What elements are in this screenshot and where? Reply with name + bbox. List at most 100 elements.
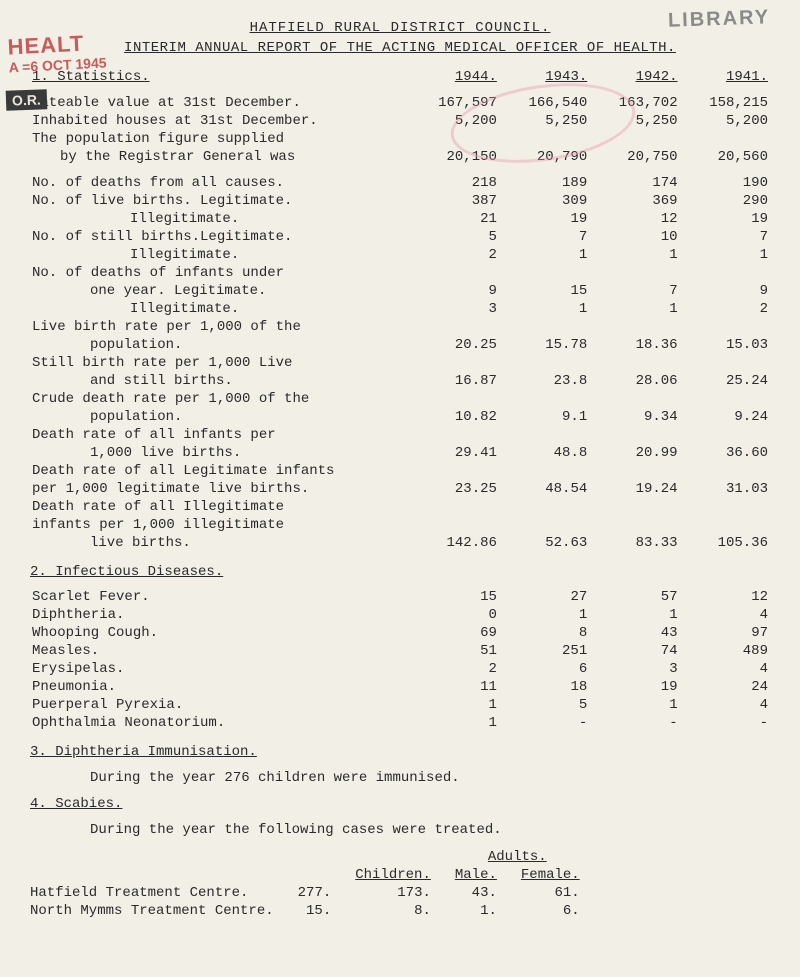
stat-label: Live birth rate per 1,000 of the <box>30 318 409 336</box>
stat-value <box>680 354 770 372</box>
stat-value: 9.1 <box>499 408 589 426</box>
stat-value: 10 <box>589 228 679 246</box>
disease-value: 24 <box>680 678 770 696</box>
stat-value: 163,702 <box>589 94 679 112</box>
stat-label: population. <box>30 408 409 426</box>
stat-label: No. of still births.Legitimate. <box>30 228 409 246</box>
year-1941: 1941. <box>726 69 768 85</box>
stat-value: 20,150 <box>409 148 499 166</box>
stat-value: 5,250 <box>499 112 589 130</box>
centre-value: 173. <box>343 884 443 902</box>
stat-value: 9.24 <box>680 408 770 426</box>
library-watermark: LIBRARY <box>667 6 770 33</box>
stat-value: 190 <box>680 174 770 192</box>
col-female: Female. <box>521 867 580 883</box>
stat-value: 10.82 <box>409 408 499 426</box>
stat-label: Illegitimate. <box>30 210 409 228</box>
stat-label: infants per 1,000 illegitimate <box>30 516 409 534</box>
disease-value: - <box>589 714 679 732</box>
stat-value <box>680 426 770 444</box>
centre-value: 15. <box>286 902 344 920</box>
disease-value: 251 <box>499 642 589 660</box>
stat-value <box>409 498 499 516</box>
stat-label: Rateable value at 31st December. <box>30 94 409 112</box>
stat-label: No. of deaths from all causes. <box>30 174 409 192</box>
stat-value <box>680 318 770 336</box>
disease-value: 4 <box>680 660 770 678</box>
stat-value: 19.24 <box>589 480 679 498</box>
stat-value <box>409 264 499 282</box>
disease-value: 27 <box>499 588 589 606</box>
stat-label: population. <box>30 336 409 354</box>
stat-value <box>499 130 589 148</box>
disease-label: Diphtheria. <box>30 606 409 624</box>
disease-value: 19 <box>589 678 679 696</box>
stat-value: 20,750 <box>589 148 679 166</box>
disease-value: 1 <box>589 606 679 624</box>
stat-value <box>589 354 679 372</box>
disease-value: 1 <box>589 696 679 714</box>
section4-heading: 4. Scabies. <box>30 796 122 812</box>
stat-value <box>680 264 770 282</box>
stat-value: 9.34 <box>589 408 679 426</box>
stat-value: 20,790 <box>499 148 589 166</box>
stat-value: 369 <box>589 192 679 210</box>
section3-text: During the year 276 children were immuni… <box>90 770 770 786</box>
stat-value <box>589 426 679 444</box>
disease-value: 8 <box>499 624 589 642</box>
disease-value: 43 <box>589 624 679 642</box>
stat-label: and still births. <box>30 372 409 390</box>
centre-value: 277. <box>286 884 344 902</box>
stat-label: Inhabited houses at 31st December. <box>30 112 409 130</box>
stat-value: 309 <box>499 192 589 210</box>
stat-value <box>680 130 770 148</box>
stat-value <box>409 390 499 408</box>
disease-value: 5 <box>499 696 589 714</box>
year-1943: 1943. <box>545 69 587 85</box>
disease-value: 18 <box>499 678 589 696</box>
stat-value <box>589 462 679 480</box>
stat-value <box>680 390 770 408</box>
disease-value: 51 <box>409 642 499 660</box>
disease-value: 15 <box>409 588 499 606</box>
infectious-table: Scarlet Fever.15275712Diphtheria.0114Who… <box>30 588 770 732</box>
stat-label: No. of deaths of infants under <box>30 264 409 282</box>
stat-value: 158,215 <box>680 94 770 112</box>
disease-value: 3 <box>589 660 679 678</box>
stat-value: 20.25 <box>409 336 499 354</box>
stat-value <box>409 426 499 444</box>
stat-value: 5,200 <box>680 112 770 130</box>
section3-heading: 3. Diphtheria Immunisation. <box>30 744 257 760</box>
section1-heading: 1. Statistics. <box>32 69 150 85</box>
stat-value: 23.8 <box>499 372 589 390</box>
stat-label: The population figure supplied <box>30 130 409 148</box>
centre-value: 61. <box>509 884 592 902</box>
year-1942: 1942. <box>636 69 678 85</box>
stat-value: 290 <box>680 192 770 210</box>
disease-value: 489 <box>680 642 770 660</box>
disease-value: 1 <box>499 606 589 624</box>
stat-label: Death rate of all Legitimate infants <box>30 462 409 480</box>
disease-value: 1 <box>409 714 499 732</box>
stat-value: 218 <box>409 174 499 192</box>
stat-value <box>589 516 679 534</box>
stat-label: 1,000 live births. <box>30 444 409 462</box>
centre-value: 43. <box>443 884 509 902</box>
stat-value: 3 <box>409 300 499 318</box>
stat-value: 19 <box>499 210 589 228</box>
stat-label: one year. Legitimate. <box>30 282 409 300</box>
disease-label: Whooping Cough. <box>30 624 409 642</box>
centre-label: North Mymms Treatment Centre. <box>30 902 286 920</box>
stat-value <box>589 498 679 516</box>
stat-value: 5,250 <box>589 112 679 130</box>
stat-value: 19 <box>680 210 770 228</box>
stat-label: by the Registrar General was <box>30 148 409 166</box>
disease-value: 12 <box>680 588 770 606</box>
stat-value: 48.54 <box>499 480 589 498</box>
stat-label: Crude death rate per 1,000 of the <box>30 390 409 408</box>
stat-label: Illegitimate. <box>30 246 409 264</box>
col-children: Children. <box>355 867 431 883</box>
stat-value <box>499 516 589 534</box>
disease-value: 4 <box>680 606 770 624</box>
stat-value: 9 <box>409 282 499 300</box>
